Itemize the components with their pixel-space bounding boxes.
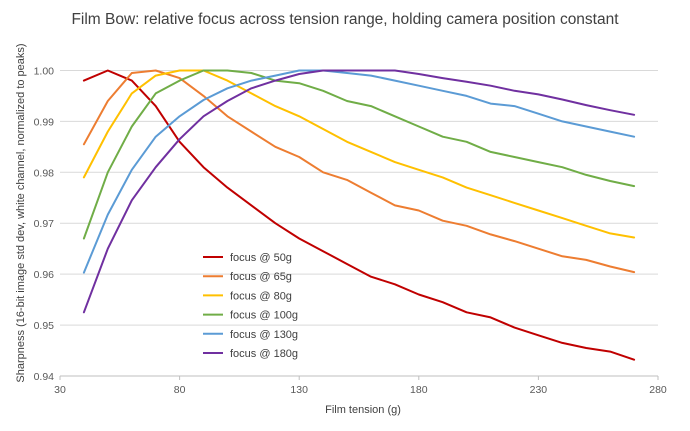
y-tick-label: 0.98 [34, 167, 55, 179]
legend-entry: focus @ 50g [230, 252, 292, 264]
y-tick-label: 1.00 [34, 65, 55, 77]
axis-layer: 0.94 0.95 0.96 0.97 0.98 0.99 1.00 30 80 130 180 23… [34, 65, 667, 396]
x-axis-label: Film tension (g) [325, 404, 401, 416]
series-line-focus-80g [82, 69, 636, 239]
x-tick-label: 280 [649, 384, 667, 396]
series-layer [82, 69, 636, 361]
series-line-focus-180g [82, 69, 636, 314]
y-tick-label: 0.97 [34, 218, 55, 230]
legend-entry: focus @ 100g [230, 310, 298, 322]
y-tick-label: 0.96 [34, 269, 55, 281]
x-tick-label: 230 [530, 384, 548, 396]
grid-layer [60, 69, 658, 377]
legend-entry: focus @ 130g [230, 329, 298, 341]
x-tick-label: 180 [410, 384, 428, 396]
legend: focus @ 50g focus @ 65g focus @ 80g focus @… [203, 252, 298, 360]
y-tick-label: 0.95 [34, 320, 55, 332]
y-axis-label: Sharpness (16-bit image std dev, white c… [15, 43, 27, 382]
series-line-focus-100g [82, 69, 636, 240]
y-tick-label: 0.99 [34, 116, 55, 128]
series-line-focus-130g [82, 69, 636, 274]
series-line-focus-50g [82, 69, 636, 361]
chart-title: Film Bow: relative focus across tension … [71, 11, 619, 28]
legend-entry: focus @ 80g [230, 290, 292, 302]
legend-entry: focus @ 65g [230, 271, 292, 283]
x-tick-label: 80 [174, 384, 186, 396]
x-tick-label: 130 [290, 384, 308, 396]
y-tick-label: 0.94 [34, 371, 55, 383]
series-line-focus-65g [82, 69, 636, 274]
x-tick-label: 30 [54, 384, 66, 396]
legend-entry: focus @ 180g [230, 348, 298, 360]
